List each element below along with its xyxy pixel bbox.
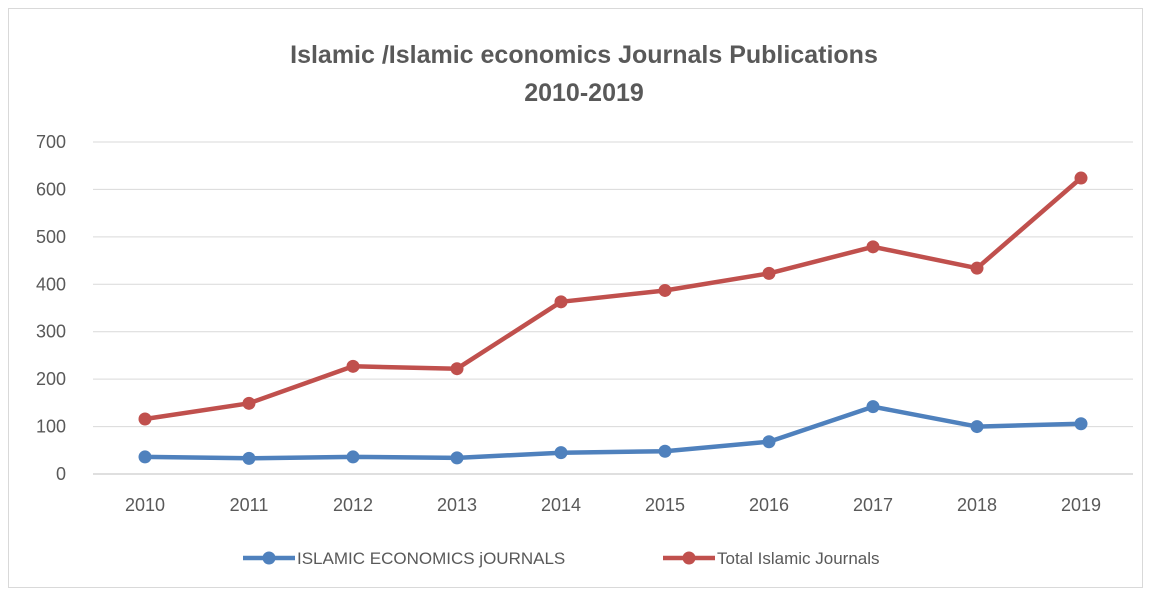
chart-title-line-1: Islamic /Islamic economics Journals Publ…: [290, 41, 878, 69]
data-point-series-1-2016: [762, 435, 776, 449]
x-tick-label-2010: 2010: [125, 495, 165, 515]
gridlines: [93, 141, 1133, 475]
x-axis-ticks: 2010 2011 2012 2013 2014 2015 2016 2017 2018 2019: [125, 495, 1101, 515]
x-tick-label-2017: 2017: [853, 495, 893, 515]
data-point-series-2-2015: [658, 283, 672, 297]
data-point-series-2-2014: [554, 295, 568, 309]
x-tick-label-2016: 2016: [749, 495, 789, 515]
data-point-series-1-2013: [450, 451, 464, 465]
legend: ISLAMIC ECONOMICS jOURNALS Total Islamic …: [243, 549, 880, 568]
data-point-series-2-2012: [346, 359, 360, 373]
y-tick-label-300: 300: [36, 322, 66, 342]
data-point-series-1-2012: [346, 450, 360, 464]
data-point-series-1-2011: [242, 451, 256, 465]
legend-item-2: Total Islamic Journals: [663, 549, 880, 568]
y-tick-label-500: 500: [36, 227, 66, 247]
data-point-series-2-2017: [866, 240, 880, 254]
x-tick-label-2014: 2014: [541, 495, 581, 515]
series-line-2: [142, 175, 1084, 422]
data-point-series-2-2010: [138, 412, 152, 426]
legend-marker-2: [682, 551, 696, 565]
chart-title: Islamic /Islamic economics Journals Publ…: [290, 41, 878, 107]
series-layer: [138, 171, 1088, 465]
data-point-series-2-2013: [450, 362, 464, 376]
data-point-series-1-2014: [554, 446, 568, 460]
y-axis-ticks: 0 100 200 300 400 500 600 700: [36, 132, 66, 484]
x-tick-label-2011: 2011: [230, 495, 269, 515]
data-point-series-1-2018: [970, 420, 984, 434]
data-point-series-1-2015: [658, 444, 672, 458]
data-point-series-2-2016: [762, 266, 776, 280]
x-tick-label-2015: 2015: [645, 495, 685, 515]
data-point-series-1-2019: [1074, 417, 1088, 431]
y-tick-label-100: 100: [36, 417, 66, 437]
y-tick-label-600: 600: [36, 179, 66, 199]
legend-label-1: ISLAMIC ECONOMICS jOURNALS: [297, 549, 565, 568]
series-line-1: [142, 404, 1084, 461]
data-point-series-1-2010: [138, 450, 152, 464]
data-point-series-2-2019: [1074, 171, 1088, 185]
x-tick-label-2018: 2018: [957, 495, 997, 515]
y-tick-label-400: 400: [36, 274, 66, 294]
legend-marker-1: [262, 551, 276, 565]
data-point-series-1-2017: [866, 400, 880, 414]
y-tick-label-0: 0: [56, 464, 66, 484]
data-point-series-2-2018: [970, 261, 984, 275]
y-tick-label-700: 700: [36, 132, 66, 152]
x-tick-label-2019: 2019: [1061, 495, 1101, 515]
chart-title-line-2: 2010-2019: [524, 79, 644, 107]
legend-item-1: ISLAMIC ECONOMICS jOURNALS: [243, 549, 565, 568]
x-tick-label-2012: 2012: [333, 495, 373, 515]
legend-label-2: Total Islamic Journals: [717, 549, 880, 568]
y-tick-label-200: 200: [36, 369, 66, 389]
x-tick-label-2013: 2013: [437, 495, 477, 515]
data-point-series-2-2011: [242, 396, 256, 410]
